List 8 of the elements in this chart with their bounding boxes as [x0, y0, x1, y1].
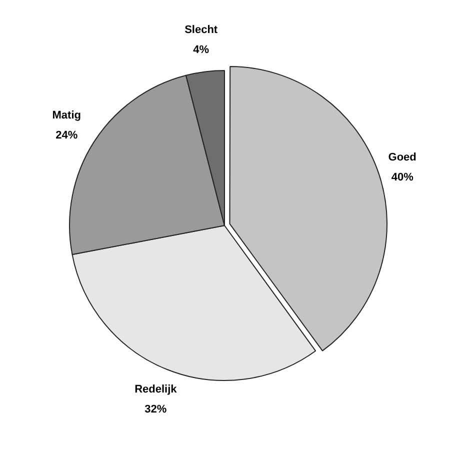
slice-label: Slecht [184, 24, 218, 36]
data-label: 4% [193, 44, 210, 56]
data-label: 32% [144, 403, 167, 416]
slice-label: Redelijk [134, 383, 178, 396]
data-label: 24% [56, 129, 78, 142]
slice-label: Goed [388, 152, 416, 164]
slice-label: Matig [52, 109, 81, 122]
data-label: 40% [391, 172, 414, 184]
